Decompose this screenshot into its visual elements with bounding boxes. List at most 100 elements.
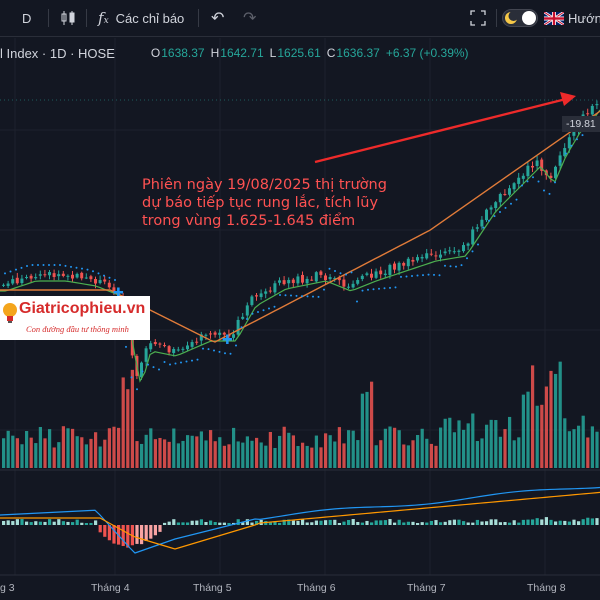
candle [6, 283, 10, 286]
volume-bar [374, 445, 378, 468]
volume-bar [38, 426, 42, 468]
volume-bar [397, 430, 401, 468]
macd-histogram-bar [98, 525, 102, 533]
candle [517, 177, 521, 184]
candle [439, 254, 442, 258]
candle [462, 245, 465, 252]
macd-histogram-bar [416, 522, 420, 525]
sar-dot [15, 268, 17, 271]
sar-dot [515, 198, 518, 201]
macd-histogram-bar [153, 525, 157, 536]
top-toolbar: D fx Các chỉ báo ↶ ↷ [0, 0, 600, 37]
volume-bar [287, 432, 291, 468]
sar-dot [565, 152, 567, 155]
volume-bar [278, 435, 282, 468]
macd-histogram-bar [402, 522, 406, 525]
candle [425, 253, 429, 259]
macd-histogram-bar [439, 522, 443, 525]
time-axis-label: Tháng 8 [527, 582, 566, 594]
sar-dot [202, 347, 204, 350]
interval-button[interactable]: D [22, 0, 31, 36]
candle [38, 274, 42, 276]
sar-dot [493, 215, 496, 218]
candle [245, 305, 249, 316]
candle [590, 105, 594, 115]
time-axis-label: Tháng 5 [193, 582, 232, 594]
symbol-title[interactable]: l Index · 1D · HOSE [0, 45, 115, 61]
volume-bar [498, 436, 502, 468]
volume-bar [577, 425, 581, 468]
sar-dot [581, 134, 584, 137]
volume-bar [406, 445, 410, 468]
macd-histogram-bar [218, 522, 222, 525]
macd-histogram-bar [25, 521, 29, 525]
sar-dot [136, 388, 138, 391]
volume-bar [356, 440, 360, 468]
sar-dot [295, 294, 298, 297]
sar-dot [422, 274, 424, 277]
sar-dot [218, 350, 221, 353]
macd-histogram-bar [388, 519, 392, 525]
sar-dot [53, 264, 56, 266]
low-label: L [269, 46, 277, 60]
macd-histogram-bar [34, 521, 38, 525]
volume-bar [199, 431, 203, 468]
macd-histogram-bar [66, 521, 70, 525]
volume-bar [595, 431, 599, 468]
volume-bar [241, 442, 245, 468]
macd-histogram-bar [485, 521, 489, 525]
volume-bar [439, 427, 443, 468]
macd-histogram-bar [508, 522, 512, 525]
volume-bar [466, 423, 470, 468]
macd-histogram-bar [480, 521, 484, 525]
redo-button[interactable]: ↷ [243, 0, 256, 36]
sar-dot [559, 160, 562, 163]
sar-dot [339, 272, 342, 275]
volume-bar [34, 443, 38, 468]
sar-dot [548, 192, 551, 195]
candle [365, 273, 369, 275]
volume-bar [2, 438, 6, 468]
candle [434, 255, 438, 257]
sar-dot [26, 265, 28, 267]
macd-histogram-bar [512, 520, 516, 525]
chart-type-button[interactable] [60, 0, 76, 36]
parabolic-sar: ✚✚ [4, 124, 595, 391]
sar-dot [576, 138, 578, 141]
sar-dot [158, 368, 160, 371]
macd-histogram-bar [204, 522, 208, 525]
macd-histogram-bar [190, 520, 194, 525]
candle [15, 277, 19, 284]
sar-dot [400, 275, 402, 278]
volume-bar [291, 435, 295, 468]
macd-histogram-bar [296, 520, 300, 525]
sar-dot [59, 264, 61, 266]
sar-dot [356, 300, 358, 303]
macd-histogram-bar [278, 522, 282, 525]
macd-histogram-bar [149, 525, 153, 539]
macd-histogram-bar [498, 522, 502, 525]
language-button[interactable]: Hướn [544, 0, 600, 36]
candle [563, 148, 567, 157]
macd-histogram-bar [448, 520, 452, 525]
candle [471, 229, 475, 245]
sar-dot [482, 226, 485, 229]
indicators-button[interactable]: fx Các chỉ báo [98, 0, 184, 36]
candle [264, 291, 268, 294]
macd-histogram-bar [425, 522, 429, 525]
volume-bar [98, 446, 102, 468]
annotation-arrow [314, 92, 576, 164]
macd-histogram-bar [406, 521, 410, 525]
fullscreen-button[interactable] [470, 0, 486, 36]
macd-histogram-bar [351, 519, 355, 525]
undo-button[interactable]: ↶ [211, 0, 224, 36]
volume-bar [140, 443, 144, 468]
volume-bar [388, 426, 392, 468]
candles-icon [61, 11, 75, 25]
candle [48, 272, 51, 276]
volume-bar [112, 426, 116, 468]
theme-toggle[interactable] [502, 0, 538, 36]
volume-bar [218, 437, 222, 468]
candle [209, 333, 212, 335]
